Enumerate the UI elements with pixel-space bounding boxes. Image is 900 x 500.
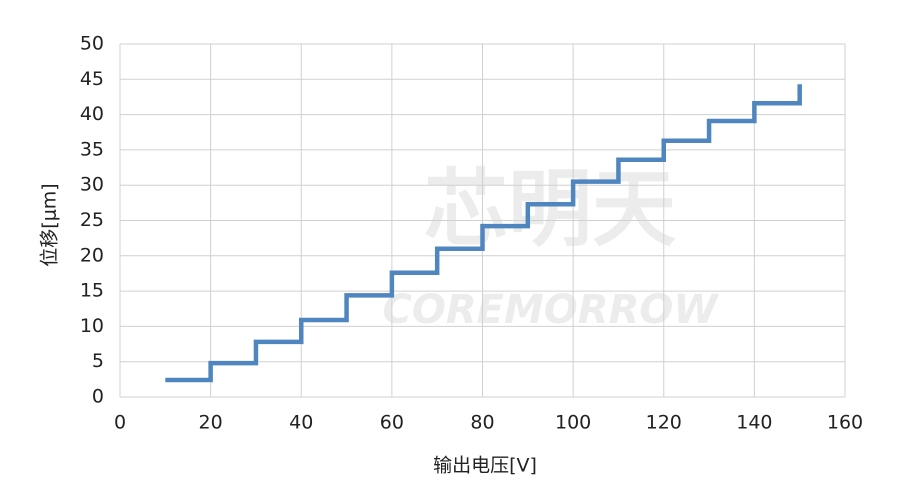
y-tick-label: 20 (80, 244, 104, 266)
y-tick-label: 35 (80, 138, 104, 160)
x-tick-label: 160 (827, 412, 863, 434)
x-tick-label: 100 (555, 412, 591, 434)
x-tick-label: 60 (380, 412, 404, 434)
x-tick-label: 140 (736, 412, 772, 434)
x-tick-label: 40 (289, 412, 313, 434)
y-tick-label: 15 (80, 280, 104, 302)
watermark: COREMORROW (382, 287, 719, 333)
watermark: 芯明天 (424, 160, 676, 258)
x-tick-label: 120 (646, 412, 682, 434)
y-tick-label: 25 (80, 209, 104, 231)
y-tick-label: 10 (80, 315, 104, 337)
y-tick-label: 40 (80, 103, 104, 125)
x-tick-label: 0 (114, 412, 126, 434)
data-line (165, 84, 802, 383)
y-tick-label: 0 (92, 386, 104, 408)
y-tick-label: 50 (80, 33, 104, 55)
y-tick-label: 30 (80, 174, 104, 196)
x-tick-label: 80 (470, 412, 494, 434)
y-tick-label: 45 (80, 68, 104, 90)
x-tick-label: 20 (199, 412, 223, 434)
x-axis-label: 输出电压[V] (433, 455, 537, 477)
y-axis-label: 位移[μm] (39, 183, 61, 266)
y-tick-label: 5 (92, 350, 104, 372)
